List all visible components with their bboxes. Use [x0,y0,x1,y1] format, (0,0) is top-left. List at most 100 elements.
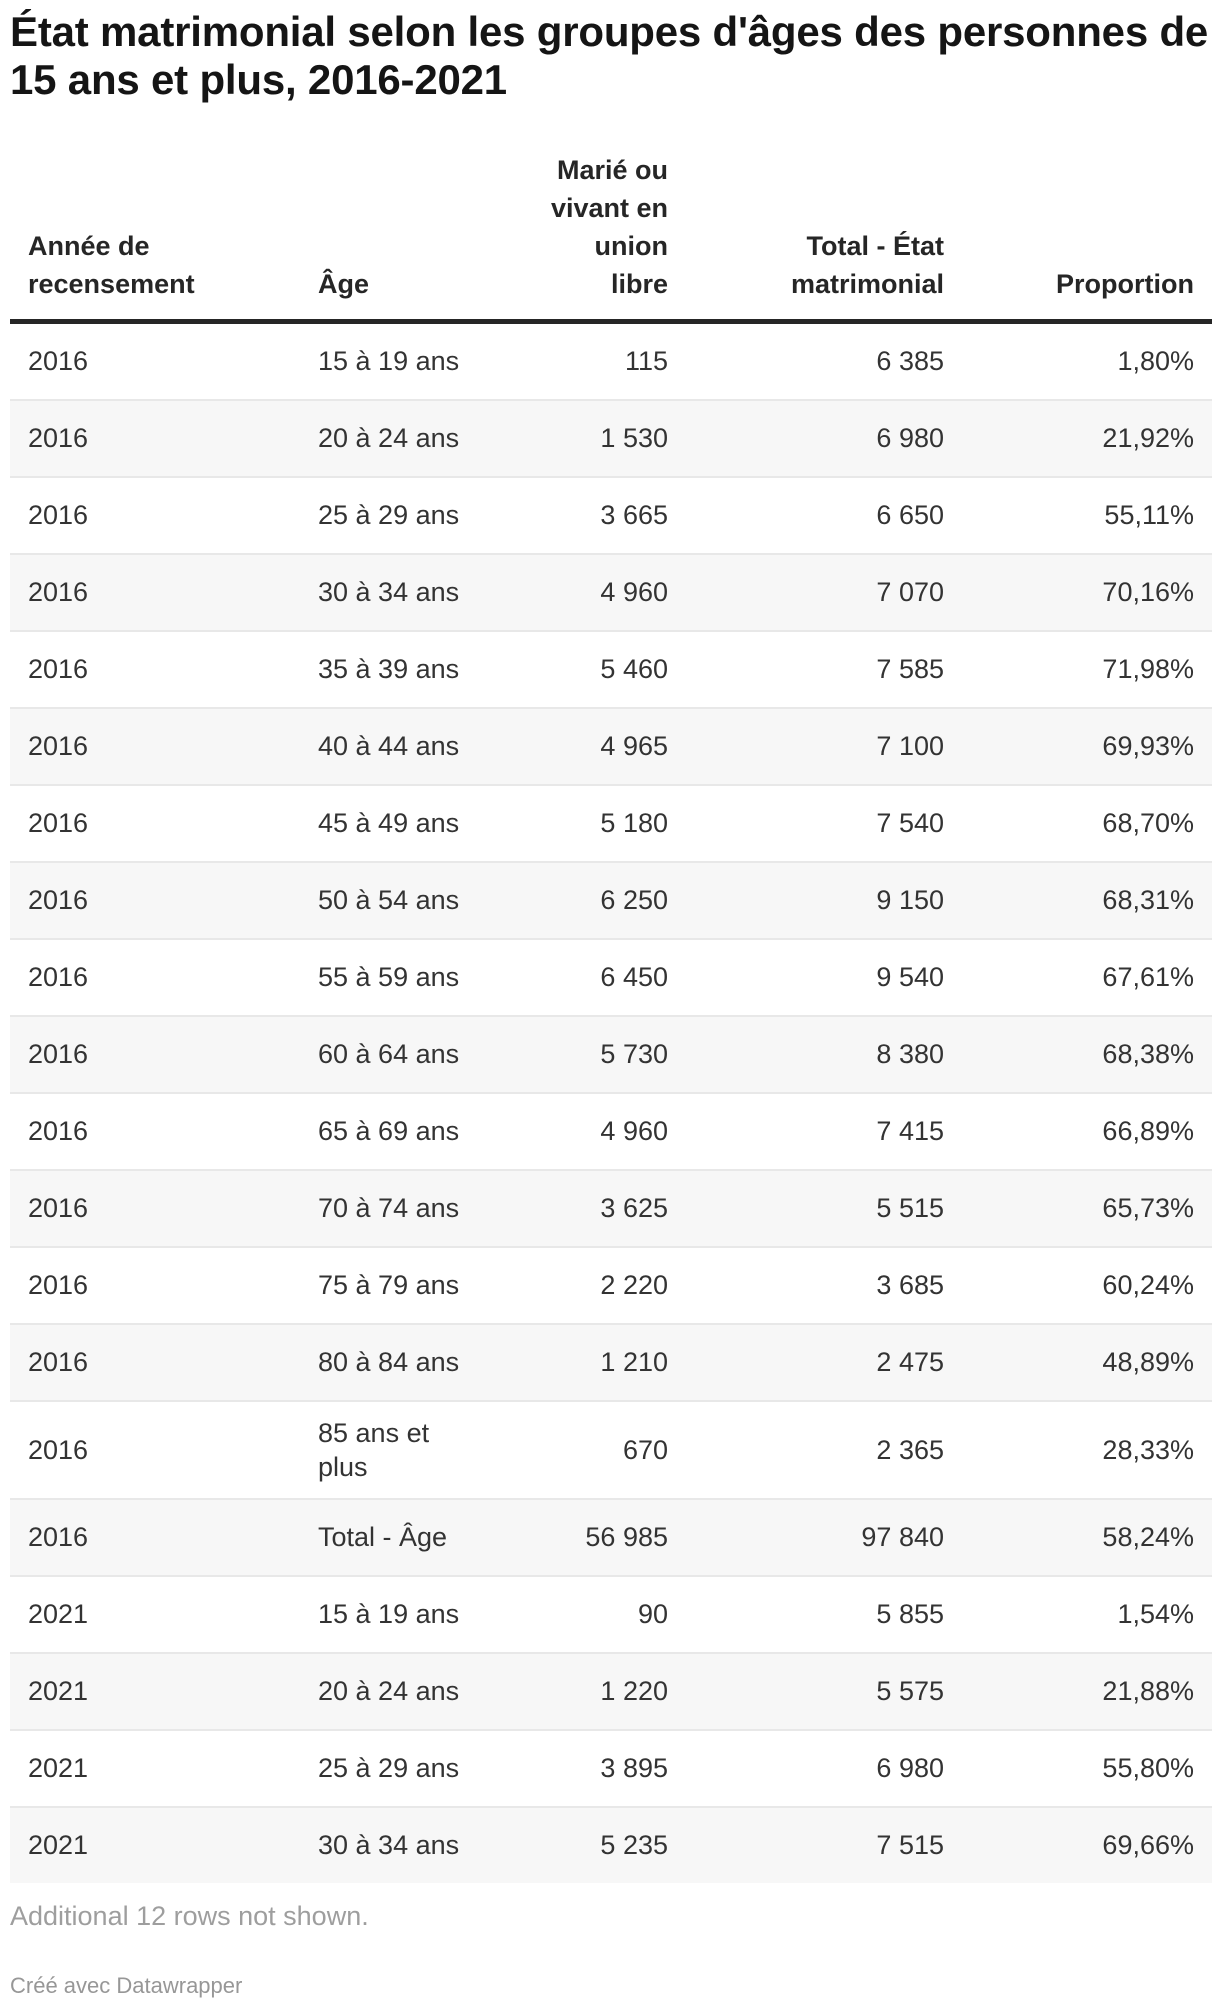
table-cell: 25 à 29 ans [300,475,526,554]
table-row: 2016 30 à 34 ans 4 960 7 070 70,16% [10,552,1212,631]
table-cell: 2021 [10,1574,300,1653]
table-cell: 6 980 [686,398,962,477]
table-cell: 2021 [10,1728,300,1807]
table-cell: 30 à 34 ans [300,1805,526,1883]
table-cell: 2016 [10,1168,300,1247]
table-cell: 1,80% [1117,346,1194,377]
table-cell: 4 960 [526,552,686,631]
table-cell: 3 625 [526,1168,686,1247]
table-cell: 2016 [10,629,300,708]
table-cell: 21,92% [962,398,1212,477]
table-row: 2016 15 à 19 ans 115 6 385 1,80% [10,321,1212,400]
table-cell: 80 à 84 ans [300,1322,526,1401]
table-cell: 2016 [10,1091,300,1170]
table-cell: 28,33% [962,1399,1212,1499]
table-row: 2016 55 à 59 ans 6 450 9 540 67,61% [10,937,1212,1016]
table-cell: 5 460 [526,629,686,708]
table-cell: 55 à 59 ans [300,937,526,1016]
col-header-total-etat-matrimonial: Total - État matrimonial [686,104,962,324]
table-cell: 2016 [10,1497,300,1576]
table-cell: 2016 [10,783,300,862]
table-cell: 3 665 [526,475,686,554]
table-cell: 97 840 [686,1497,962,1576]
table-cell: 5 515 [686,1168,962,1247]
table-cell: 8 380 [686,1014,962,1093]
table-row: 2016 25 à 29 ans 3 665 6 650 55,11% [10,475,1212,554]
table-cell: 5 235 [526,1805,686,1883]
table-cell: 7 515 [686,1805,962,1883]
table-cell: 2016 [10,552,300,631]
table-cell: 68,38% [962,1014,1212,1093]
table-cell: 48,89% [962,1322,1212,1401]
table-cell: 68,70% [962,783,1212,862]
table-row: 2016 75 à 79 ans 2 220 3 685 60,24% [10,1245,1212,1324]
table-cell: 115 [624,346,668,377]
table-cell: 21,88% [962,1651,1212,1730]
table-cell: 2016 [10,398,300,477]
table-cell: 5 180 [526,783,686,862]
col-header-age: Âge [300,104,526,324]
table-cell: 2016 [10,1014,300,1093]
data-table: Année de recensement Âge Marié ou vivant… [10,104,1212,1883]
table-cell: 1,54% [962,1574,1212,1653]
table-cell: 2 365 [686,1399,962,1499]
table-cell: 5 855 [686,1574,962,1653]
table-cell: 68,31% [962,860,1212,939]
table-row: 2021 15 à 19 ans 90 5 855 1,54% [10,1574,1212,1653]
table-cell: 65 à 69 ans [300,1091,526,1170]
table-cell: 65,73% [962,1168,1212,1247]
table-row: 2021 25 à 29 ans 3 895 6 980 55,80% [10,1728,1212,1807]
table-cell: 6 450 [526,937,686,1016]
table-cell: 670 [526,1399,686,1499]
truncation-note: Additional 12 rows not shown. [10,1900,369,1931]
table-cell: 1 530 [526,398,686,477]
table-cell: 2016 [10,860,300,939]
table-cell: 2016 [10,1322,300,1401]
table-cell: 90 [526,1574,686,1653]
table-cell: 2 220 [526,1245,686,1324]
table-cell: 2 475 [686,1322,962,1401]
table-cell: 15 à 19 ans [318,346,460,377]
table-cell: 2021 [10,1651,300,1730]
table-cell: 67,61% [962,937,1212,1016]
table-cell: 70 à 74 ans [300,1168,526,1247]
table-cell: 70,16% [962,552,1212,631]
table-row: 2016 40 à 44 ans 4 965 7 100 69,93% [10,706,1212,785]
table-cell: 1 220 [526,1651,686,1730]
table-cell: 40 à 44 ans [300,706,526,785]
table-cell: 20 à 24 ans [300,398,526,477]
table-cell: 7 070 [686,552,962,631]
table-cell: 75 à 79 ans [300,1245,526,1324]
table-row: 2016 35 à 39 ans 5 460 7 585 71,98% [10,629,1212,708]
col-header-proportion: Proportion [962,104,1212,324]
table-row: 2016 20 à 24 ans 1 530 6 980 21,92% [10,398,1212,477]
table-cell: 2021 [10,1805,300,1883]
table-cell: 69,93% [962,706,1212,785]
table-row: 2016 45 à 49 ans 5 180 7 540 68,70% [10,783,1212,862]
table-row: 2016 65 à 69 ans 4 960 7 415 66,89% [10,1091,1212,1170]
table-cell: 5 730 [526,1014,686,1093]
table-row: 2016 85 ans et plus 670 2 365 28,33% [10,1399,1212,1499]
table-header: Année de recensement Âge Marié ou vivant… [10,104,1212,324]
table-row: 2021 20 à 24 ans 1 220 5 575 21,88% [10,1651,1212,1730]
table-cell: 66,89% [962,1091,1212,1170]
table-row: 2016 70 à 74 ans 3 625 5 515 65,73% [10,1168,1212,1247]
col-header-marie-ou-union-libre: Marié ou vivant en union libre [526,104,686,324]
table-row: 2016 80 à 84 ans 1 210 2 475 48,89% [10,1322,1212,1401]
table-cell: 4 960 [526,1091,686,1170]
table-cell: 45 à 49 ans [300,783,526,862]
table-cell: 71,98% [962,629,1212,708]
table-cell: 6 980 [686,1728,962,1807]
table-cell: 60,24% [962,1245,1212,1324]
table-cell: 60 à 64 ans [300,1014,526,1093]
table-row: 2016 50 à 54 ans 6 250 9 150 68,31% [10,860,1212,939]
page-title: État matrimonial selon les groupes d'âge… [10,8,1209,104]
table-cell: 56 985 [526,1497,686,1576]
col-header-annee-de-recensement: Année de recensement [10,104,300,324]
table-cell: 55,80% [962,1728,1212,1807]
table-cell: 6 650 [686,475,962,554]
table-cell: 2016 [10,1245,300,1324]
table-cell: 6 250 [526,860,686,939]
table-row: 2016 Total - Âge 56 985 97 840 58,24% [10,1497,1212,1576]
table-cell: 6 385 [876,346,944,377]
